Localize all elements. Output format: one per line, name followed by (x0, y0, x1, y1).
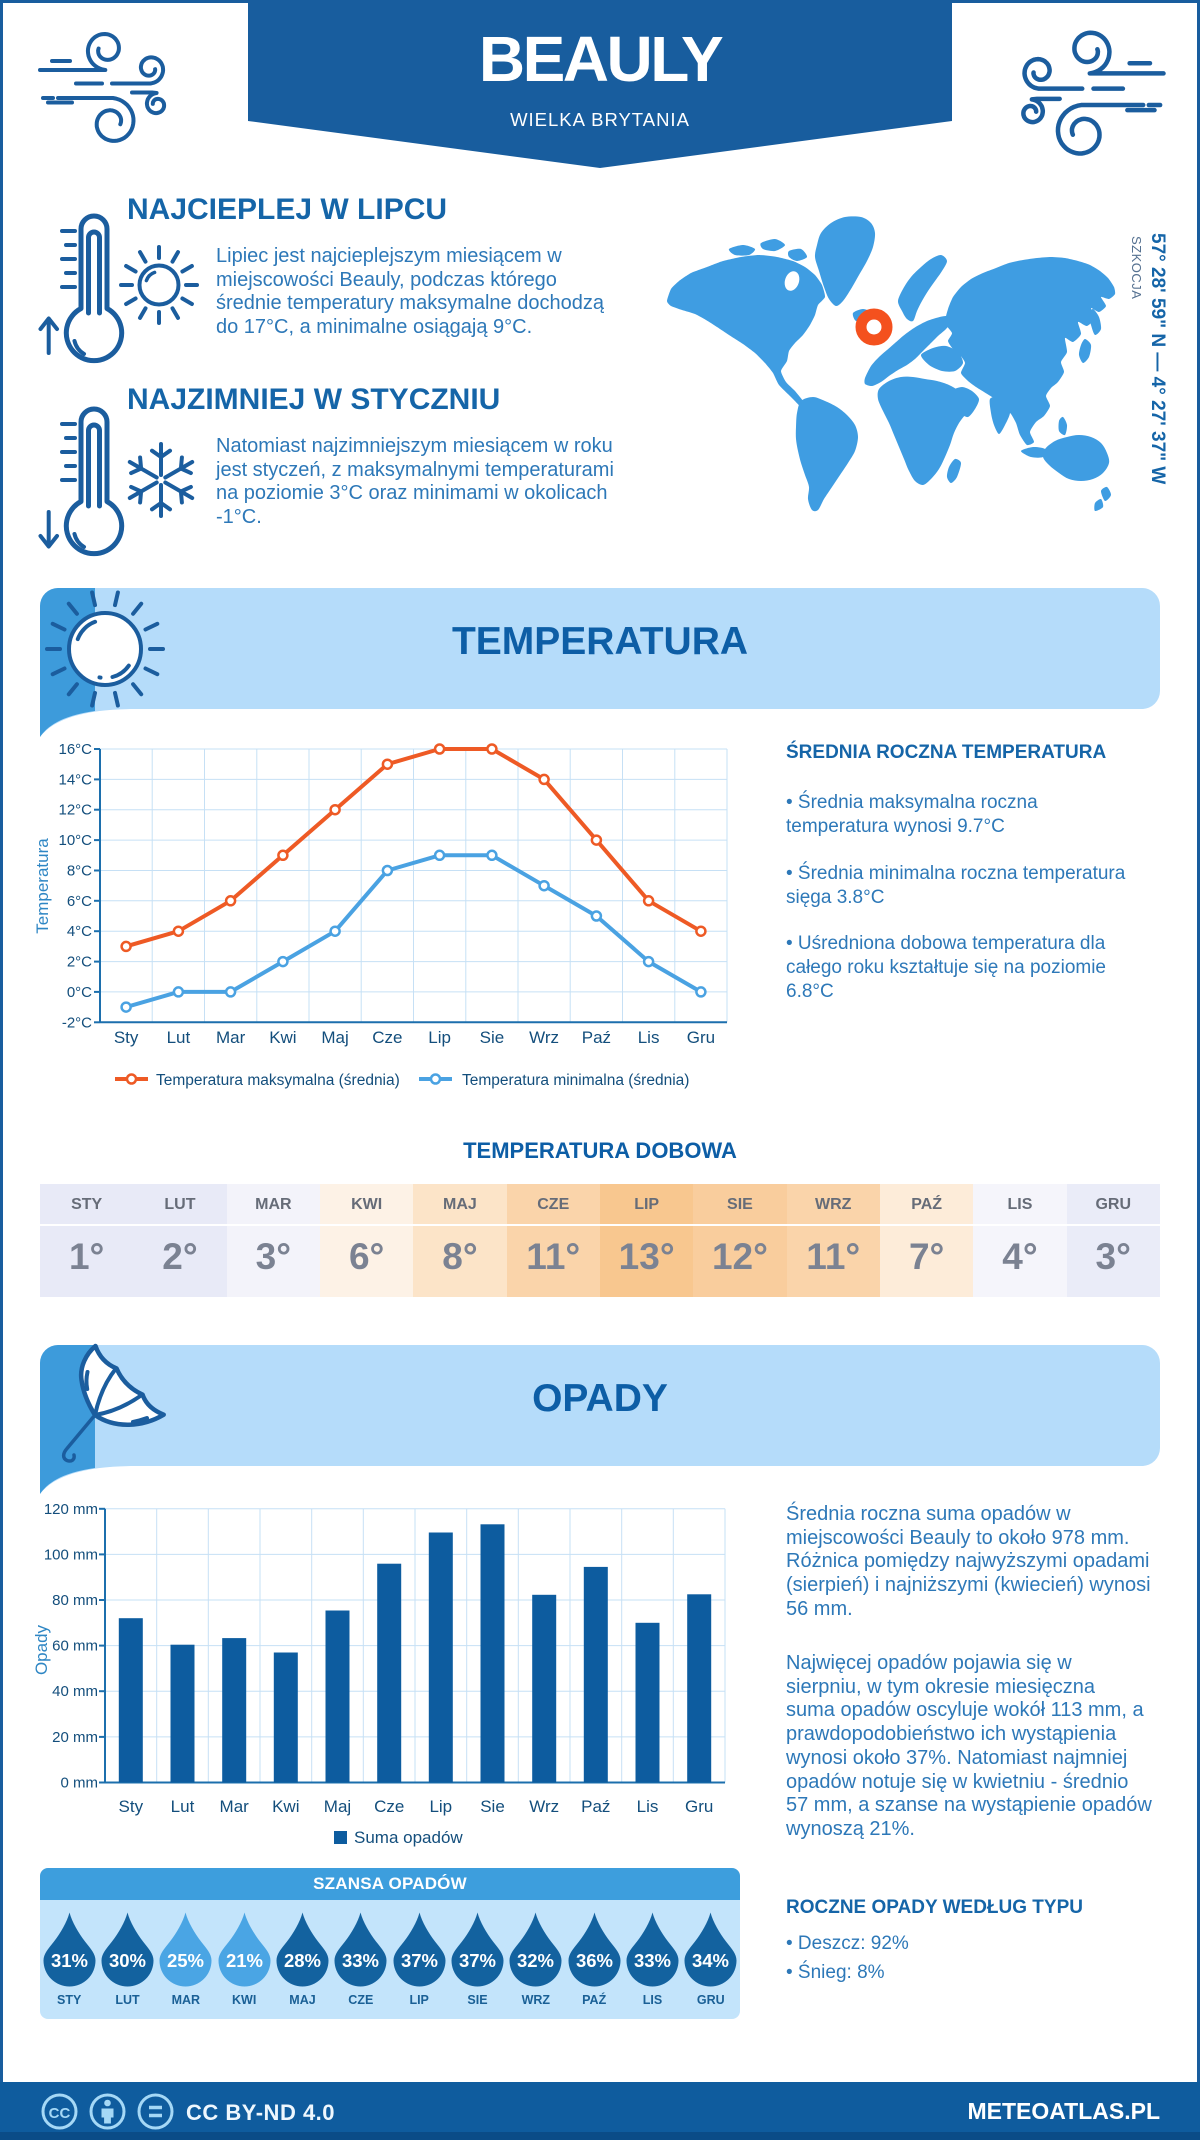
svg-text:Paź: Paź (582, 1028, 611, 1047)
svg-text:-2°C: -2°C (62, 1014, 92, 1031)
svg-text:Temperatura maksymalna (średni: Temperatura maksymalna (średnia) (156, 1072, 400, 1089)
svg-text:Mar: Mar (220, 1797, 250, 1816)
svg-text:Wrz: Wrz (529, 1797, 559, 1816)
svg-text:100 mm: 100 mm (44, 1546, 98, 1563)
svg-text:37%: 37% (401, 1950, 438, 1971)
svg-text:Lip: Lip (428, 1028, 451, 1047)
svg-text:80 mm: 80 mm (52, 1592, 98, 1609)
svg-text:14°C: 14°C (58, 771, 92, 788)
svg-text:Cze: Cze (374, 1797, 404, 1816)
svg-text:33%: 33% (342, 1950, 379, 1971)
svg-text:33%: 33% (634, 1950, 671, 1971)
svg-text:Kwi: Kwi (272, 1797, 299, 1816)
svg-text:Maj: Maj (324, 1797, 351, 1816)
svg-text:Sie: Sie (480, 1797, 505, 1816)
svg-text:37%: 37% (459, 1950, 496, 1971)
svg-text:CC: CC (49, 2105, 71, 2122)
svg-text:31%: 31% (51, 1950, 88, 1971)
svg-text:34%: 34% (692, 1950, 729, 1971)
svg-text:4°C: 4°C (67, 923, 92, 940)
svg-text:Suma opadów: Suma opadów (354, 1828, 463, 1847)
svg-text:Maj: Maj (321, 1028, 348, 1047)
svg-text:25%: 25% (167, 1950, 204, 1971)
svg-text:10°C: 10°C (58, 832, 92, 849)
svg-text:Cze: Cze (372, 1028, 402, 1047)
svg-text:20 mm: 20 mm (52, 1729, 98, 1746)
svg-text:12°C: 12°C (58, 802, 92, 819)
svg-text:Kwi: Kwi (269, 1028, 296, 1047)
svg-text:Wrz: Wrz (529, 1028, 559, 1047)
svg-text:Gru: Gru (687, 1028, 715, 1047)
svg-text:Paź: Paź (581, 1797, 610, 1816)
svg-text:Lut: Lut (171, 1797, 195, 1816)
svg-text:32%: 32% (517, 1950, 554, 1971)
svg-text:Sie: Sie (480, 1028, 505, 1047)
svg-text:30%: 30% (109, 1950, 146, 1971)
svg-text:0 mm: 0 mm (61, 1775, 99, 1792)
svg-text:0°C: 0°C (67, 984, 92, 1001)
svg-text:21%: 21% (226, 1950, 263, 1971)
svg-text:Gru: Gru (685, 1797, 713, 1816)
svg-text:Sty: Sty (119, 1797, 144, 1816)
svg-text:Sty: Sty (114, 1028, 139, 1047)
svg-text:Lis: Lis (637, 1797, 659, 1816)
svg-text:120 mm: 120 mm (44, 1501, 98, 1518)
svg-text:60 mm: 60 mm (52, 1638, 98, 1655)
svg-text:28%: 28% (284, 1950, 321, 1971)
svg-text:8°C: 8°C (67, 863, 92, 880)
svg-text:16°C: 16°C (58, 741, 92, 758)
svg-text:Lip: Lip (429, 1797, 452, 1816)
svg-text:Temperatura minimalna (średnia: Temperatura minimalna (średnia) (462, 1072, 689, 1089)
svg-text:Lut: Lut (167, 1028, 191, 1047)
svg-text:Mar: Mar (216, 1028, 246, 1047)
svg-text:Opady: Opady (32, 1624, 51, 1675)
svg-text:Lis: Lis (638, 1028, 660, 1047)
svg-text:36%: 36% (576, 1950, 613, 1971)
svg-text:40 mm: 40 mm (52, 1683, 98, 1700)
svg-text:6°C: 6°C (67, 893, 92, 910)
svg-text:Temperatura: Temperatura (33, 838, 52, 934)
svg-text:2°C: 2°C (67, 954, 92, 971)
